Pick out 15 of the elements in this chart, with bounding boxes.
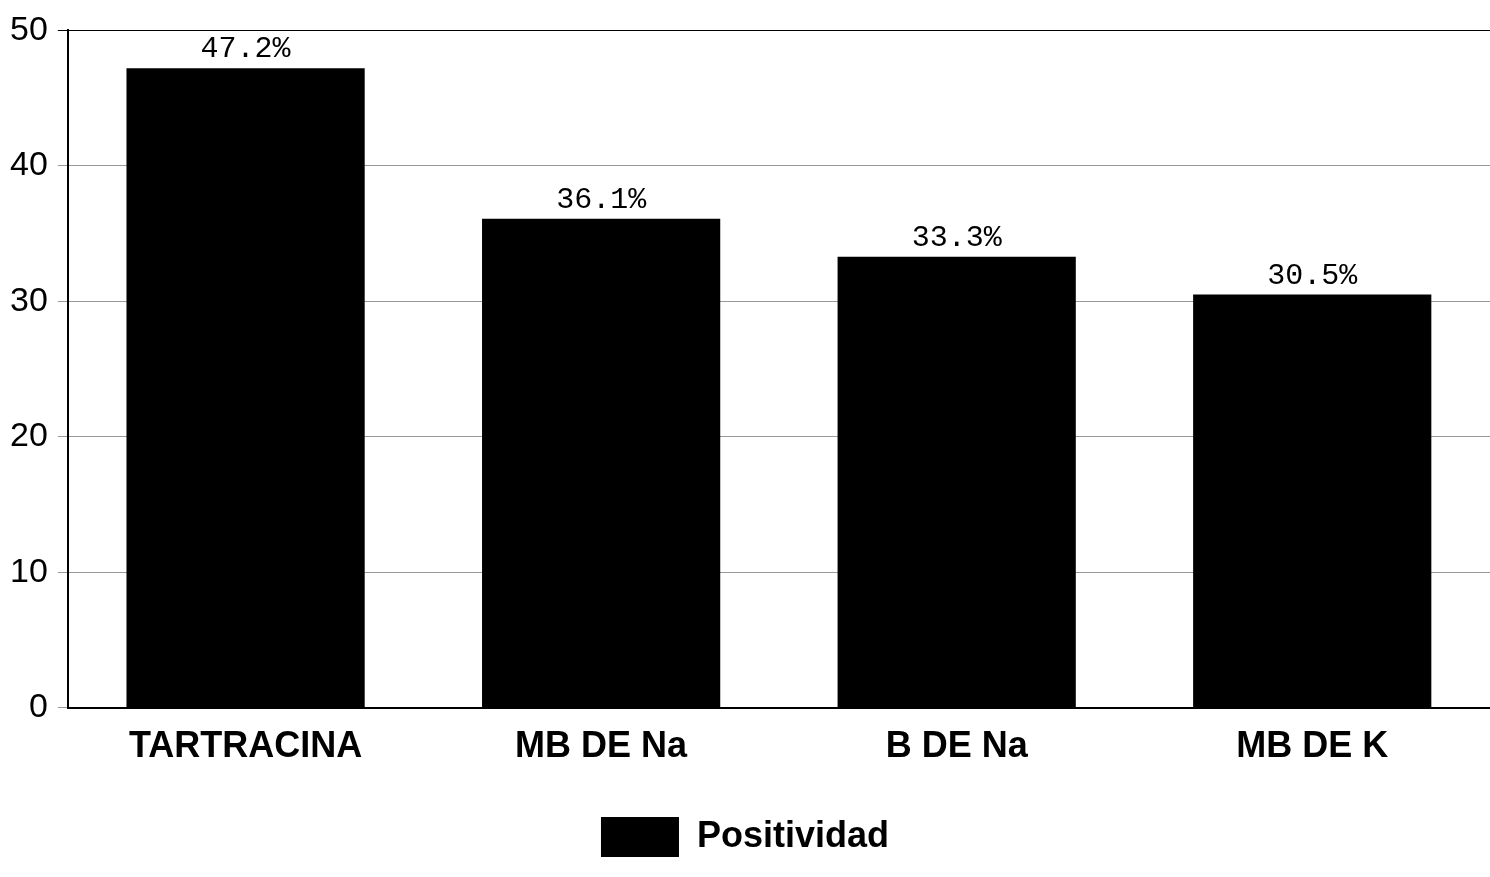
y-tick-label: 50 [9,8,48,47]
x-tick-label: MB DE Na [515,724,689,766]
x-tick-label: B DE Na [885,724,1029,766]
data-label: 47.2% [200,32,292,67]
y-tick-label: 10 [9,550,48,589]
data-label: 36.1% [556,182,648,217]
data-label: 33.3% [911,220,1003,255]
y-tick-label: 30 [9,279,48,318]
data-label: 30.5% [1267,258,1359,293]
x-tick-label: MB DE K [1236,724,1389,766]
x-tick-label: TARTRACINA [128,724,363,766]
y-tick-label: 0 [28,686,48,725]
y-tick-label: 20 [9,415,48,454]
y-tick-label: 40 [9,144,48,183]
legend-label: Positividad [696,813,890,855]
